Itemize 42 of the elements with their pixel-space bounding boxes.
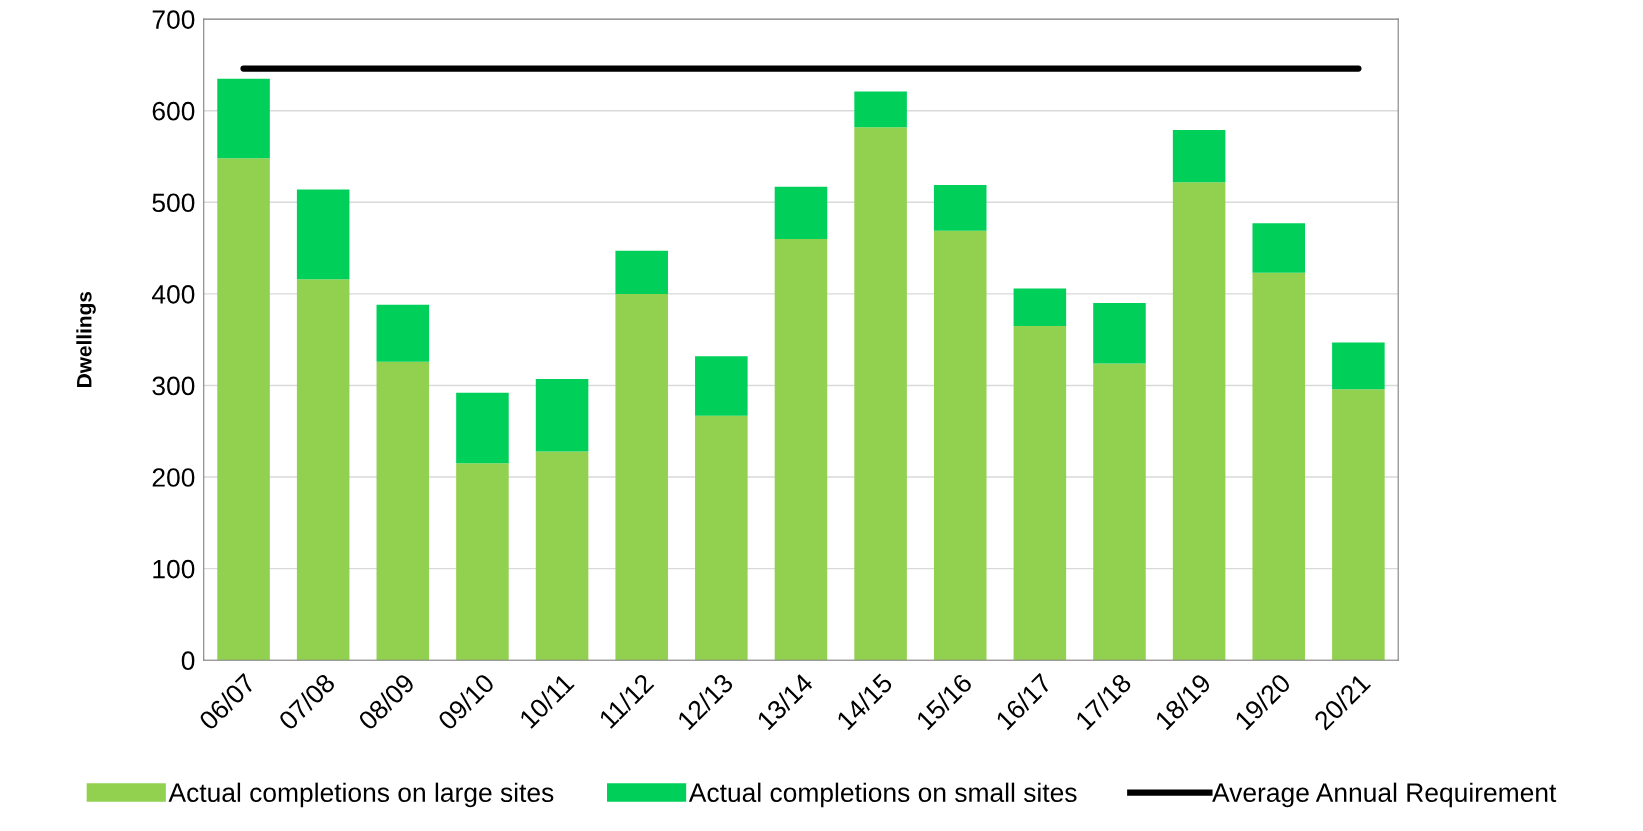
y-tick-label: 200	[152, 468, 195, 487]
bar	[1013, 325, 1067, 661]
y-axis-title: Dwellings	[76, 291, 96, 387]
bar	[854, 127, 907, 661]
bar	[456, 392, 509, 464]
bar	[1252, 272, 1306, 661]
bar	[217, 78, 270, 159]
bar	[1332, 342, 1385, 390]
bar	[774, 186, 828, 239]
bar	[615, 293, 668, 661]
bar	[615, 250, 668, 294]
legend-label: Actual completions on small sites	[688, 782, 1077, 808]
y-tick-label: 600	[152, 101, 195, 121]
y-tick-label: 400	[151, 285, 195, 304]
legend-label: Actual completions on large sites	[168, 782, 554, 808]
y-tick-label: 100	[153, 559, 195, 579]
bar	[933, 230, 987, 661]
bar	[456, 463, 509, 661]
bar	[376, 361, 430, 661]
y-tick-label: 0	[181, 651, 195, 671]
bar	[695, 356, 748, 416]
bar	[1252, 223, 1306, 273]
bar	[1013, 288, 1067, 326]
bar	[1172, 182, 1226, 661]
legend-label: Average Annual Requirement	[1212, 782, 1557, 808]
bar	[296, 279, 350, 661]
bar	[1093, 363, 1146, 661]
bar	[695, 415, 748, 661]
bar	[774, 238, 828, 661]
bar	[1332, 389, 1385, 661]
bar	[1172, 129, 1226, 183]
y-tick-label: 500	[152, 193, 195, 213]
bar	[296, 189, 350, 280]
bar	[217, 158, 270, 661]
bar	[535, 379, 589, 452]
bar	[535, 451, 589, 661]
bar	[933, 184, 987, 231]
y-tick-label: 300	[152, 376, 195, 396]
bar	[376, 304, 430, 362]
bar	[1093, 303, 1146, 364]
bar	[854, 91, 907, 128]
y-tick-label: 700	[152, 10, 195, 29]
